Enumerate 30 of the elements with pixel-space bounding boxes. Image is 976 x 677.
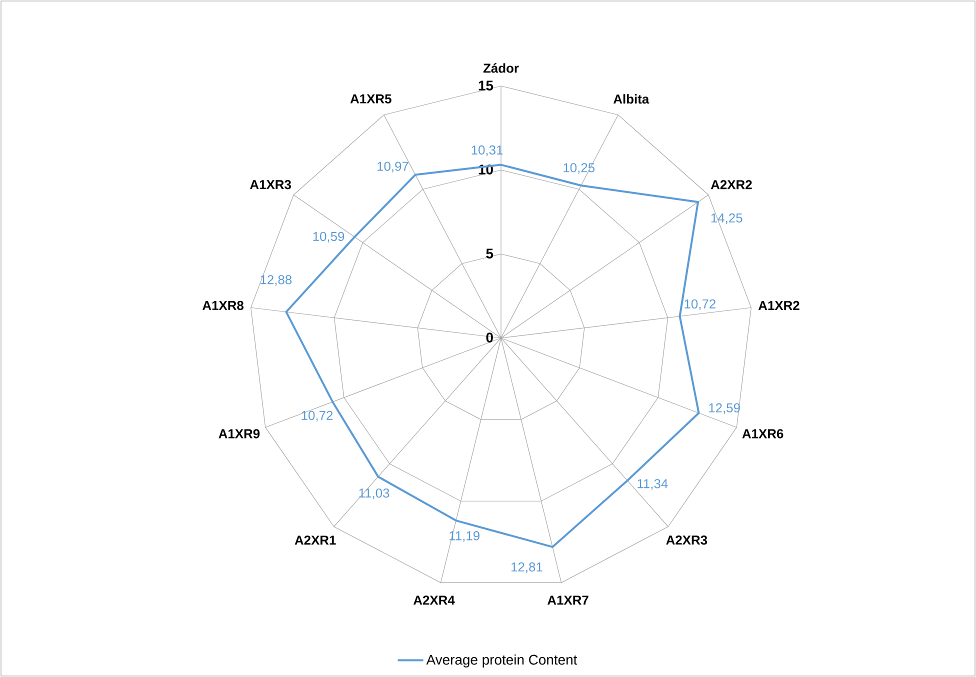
spoke-label: A2XR4: [413, 596, 455, 605]
spoke-label: A1XR6: [742, 429, 784, 438]
data-label: 11,34: [638, 479, 668, 490]
spoke-label: A2XR1: [294, 536, 336, 545]
data-label: 10,72: [302, 410, 333, 422]
spoke-label: A1XR8: [202, 300, 244, 310]
data-label: 11,03: [359, 488, 390, 500]
y-tick-label: 5: [486, 248, 494, 258]
data-label: 12,81: [512, 562, 542, 574]
data-label: 14,25: [711, 213, 742, 224]
y-tick-label: 15: [478, 80, 494, 90]
spoke-label: Zádor: [483, 63, 519, 73]
data-label: 10,97: [378, 162, 408, 172]
spoke-label: A1XR5: [350, 94, 392, 104]
data-label: 11,19: [450, 531, 480, 542]
y-tick-label: 0: [486, 332, 493, 342]
data-label: 10,31: [472, 145, 503, 156]
spoke-label: A2XR2: [710, 180, 752, 190]
data-label: 12,88: [260, 275, 292, 286]
data-label: 10,25: [564, 163, 595, 174]
spoke-label: A1XR7: [547, 596, 588, 605]
spoke-label: A1XR2: [758, 300, 800, 310]
data-label: 12,59: [709, 403, 740, 414]
spoke-label: A2XR3: [666, 536, 708, 545]
spoke-label: A1XR3: [250, 180, 291, 190]
data-label: 10,72: [684, 299, 716, 310]
spoke-label: Albita: [613, 94, 650, 104]
legend-label: Average protein Content: [426, 654, 578, 668]
data-label: 10,59: [313, 232, 344, 243]
spoke-label: A1XR9: [218, 429, 260, 438]
